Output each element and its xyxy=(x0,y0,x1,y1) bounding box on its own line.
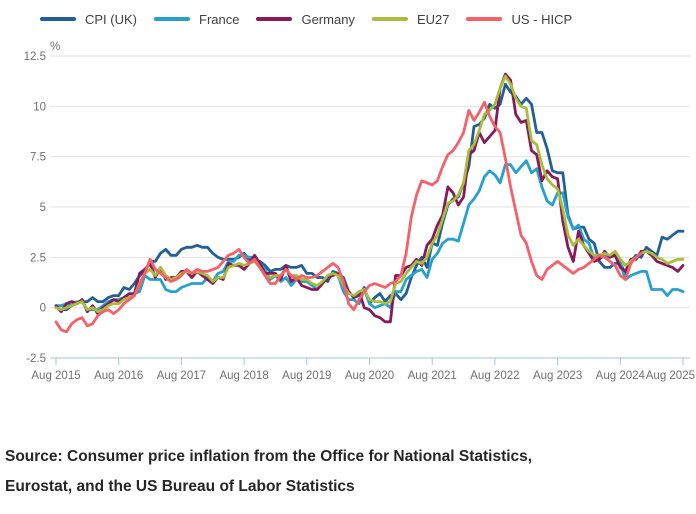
legend-label-eu27: EU27 xyxy=(416,11,450,27)
y-axis-label-10: 10 xyxy=(33,101,46,113)
inflation-line-chart: 12.5 10 7.5 5 2.5 0 -2.5% Aug 2015 Aug 2016 Aug 2… xyxy=(24,41,695,382)
x-axis-label-aug-2021: Aug 2021 xyxy=(408,370,457,382)
y-axis-label-0: 0 xyxy=(40,303,46,315)
y-axis-label--2.5: -2.5 xyxy=(26,353,46,365)
legend-swatch-cpi-uk xyxy=(40,17,76,21)
legend-swatch-eu27 xyxy=(371,17,408,21)
legend-item-cpi-uk: CPI (UK) xyxy=(40,12,137,27)
x-axis-label-aug-2018: Aug 2018 xyxy=(219,370,268,382)
chart-legend: CPI (UK) France Germany EU27 US - HICP xyxy=(0,0,696,38)
source-line-2: Eurostat, and the US Bureau of Labor Sta… xyxy=(5,478,355,495)
source-line-1: Source: Consumer price inflation from th… xyxy=(5,448,533,465)
x-axis-label-aug-2019: Aug 2019 xyxy=(282,370,331,382)
legend-swatch-us-hicp xyxy=(466,17,503,21)
x-axis-label-aug-2022: Aug 2022 xyxy=(470,370,519,382)
source-footer: Source: Consumer price inflation from th… xyxy=(5,442,696,502)
x-axis-label-aug-2025: Aug 2025 xyxy=(646,370,695,382)
x-axis-label-aug-2017: Aug 2017 xyxy=(157,370,206,382)
x-axis-label-aug-2023: Aug 2023 xyxy=(533,370,582,382)
x-axis-label-aug-2024: Aug 2024 xyxy=(596,370,646,382)
legend-label-us-hicp: US - HICP xyxy=(511,11,573,27)
series-line-eu27 xyxy=(54,74,685,314)
chart-page: CPI (UK) France Germany EU27 US - HICP 12.5 1… xyxy=(0,0,696,502)
y-axis-label-5: 5 xyxy=(40,202,46,214)
legend-label-cpi-uk: CPI (UK) xyxy=(85,11,137,27)
y-axis-label-2.5: 2.5 xyxy=(30,252,46,264)
x-axis-label-aug-2016: Aug 2016 xyxy=(94,370,143,382)
series-line-france xyxy=(54,159,685,312)
legend-swatch-germany xyxy=(256,17,293,21)
legend-item-germany: Germany xyxy=(256,11,355,27)
y-axis-label-12.5: 12.5 xyxy=(24,51,46,63)
legend-label-france: France xyxy=(199,11,240,27)
legend-label-germany: Germany xyxy=(301,11,355,27)
series-line-us-hicp xyxy=(54,100,643,334)
legend-item-eu27: EU27 xyxy=(371,11,450,27)
y-axis-label-7.5: 7.5 xyxy=(30,152,46,164)
x-axis-label-aug-2015: Aug 2015 xyxy=(31,370,80,382)
legend-item-france: France xyxy=(154,12,239,27)
legend-swatch-france xyxy=(154,17,190,21)
legend-item-us-hicp: US - HICP xyxy=(466,12,572,27)
x-axis-label-aug-2020: Aug 2020 xyxy=(345,370,394,382)
y-axis-unit-label: % xyxy=(50,41,60,53)
series-line-cpi-uk xyxy=(54,82,685,312)
